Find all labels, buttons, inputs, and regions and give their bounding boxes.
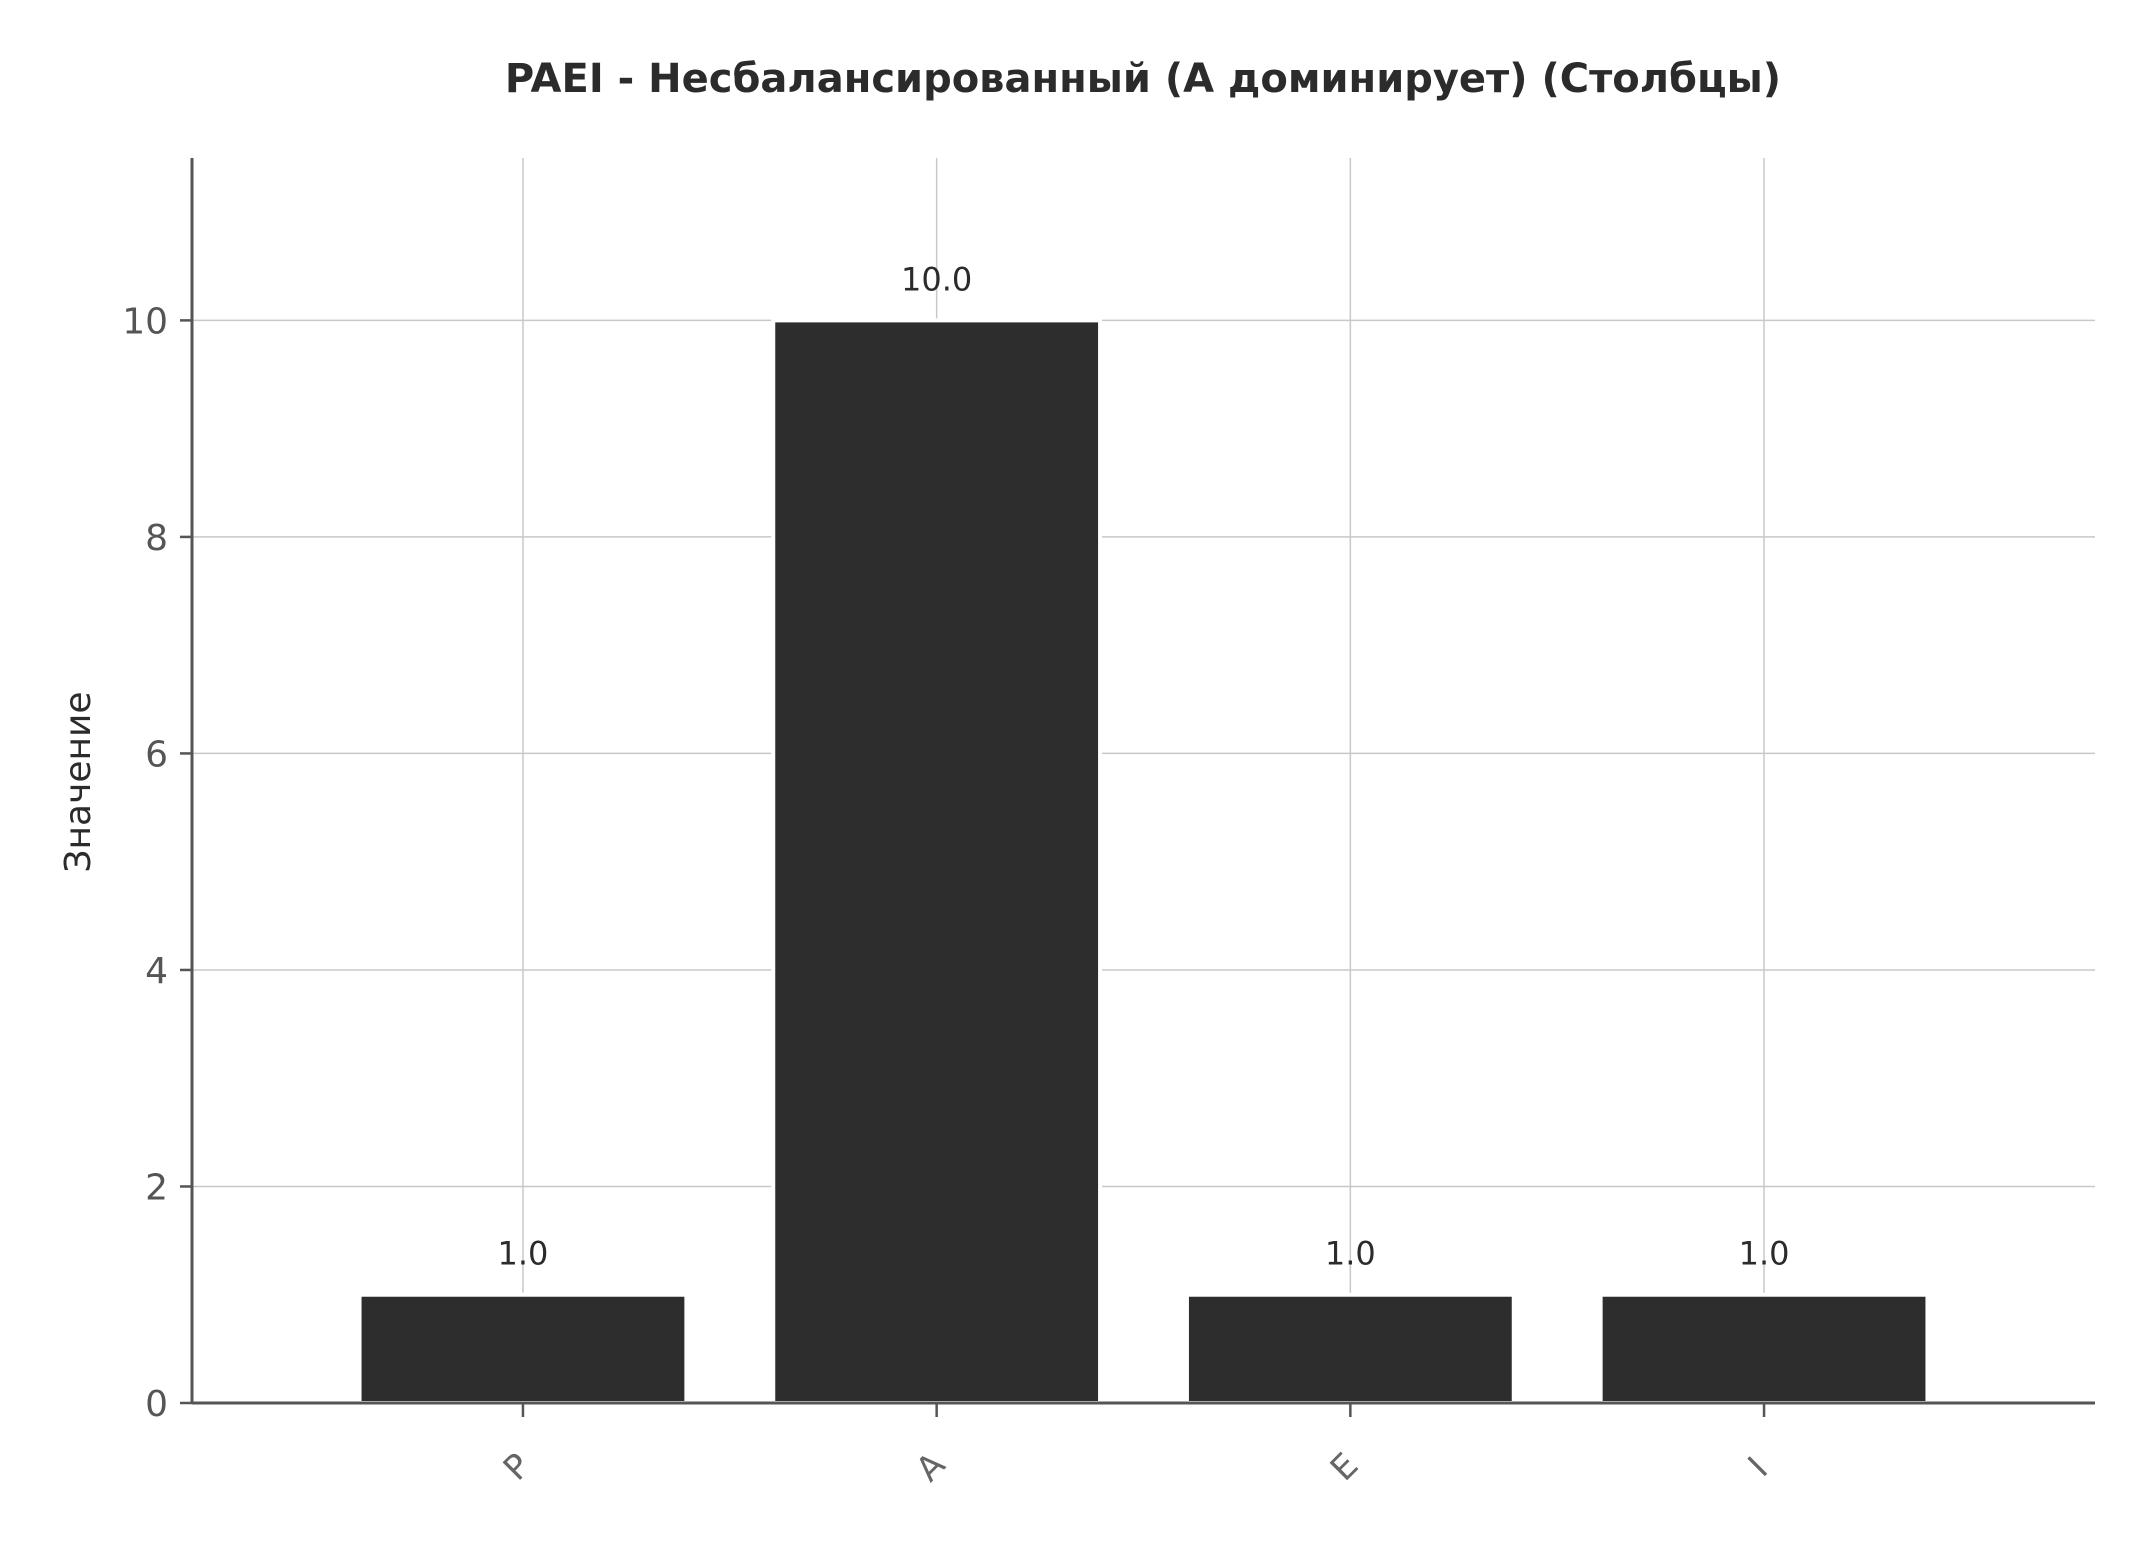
y-tick-label: 2 <box>145 1167 168 1208</box>
bar-A <box>771 318 1103 1405</box>
data-label-I: 1.0 <box>1739 1235 1790 1273</box>
data-label-P: 1.0 <box>498 1235 549 1273</box>
y-tick-label: 4 <box>145 951 168 992</box>
data-label-E: 1.0 <box>1325 1235 1376 1273</box>
axes <box>180 158 2095 1417</box>
y-tick-label: 8 <box>145 518 168 559</box>
y-tick-label: 10 <box>122 301 168 342</box>
bar-E <box>1184 1292 1516 1406</box>
bar-P <box>357 1292 689 1406</box>
bar-I <box>1598 1292 1930 1406</box>
tick-labels: 0 2 4 6 8 10 P A E I <box>122 301 1776 1489</box>
x-tick-label-A: A <box>909 1445 954 1490</box>
y-axis-label: Значение <box>58 691 99 872</box>
y-tick-label: 0 <box>145 1384 168 1425</box>
x-tick-label-I: I <box>1741 1450 1776 1485</box>
y-tick-label: 6 <box>145 734 168 775</box>
x-tick-label-E: E <box>1323 1445 1366 1488</box>
chart-title: PAEI - Несбалансированный (A доминирует)… <box>505 56 1781 102</box>
data-labels: 1.0 10.0 1.0 1.0 <box>498 260 1790 1272</box>
x-tick-label-P: P <box>496 1446 539 1489</box>
bars <box>357 318 1930 1406</box>
data-label-A: 10.0 <box>901 260 972 298</box>
grid <box>192 158 2095 1403</box>
